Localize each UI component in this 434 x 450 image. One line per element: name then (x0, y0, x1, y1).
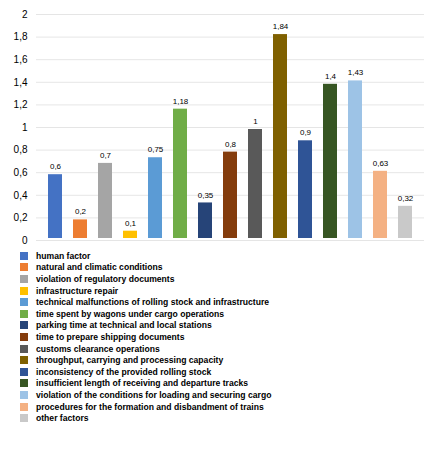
svg-text:0,6: 0,6 (50, 162, 62, 171)
html-text:natural and climatic condition: natural and climatic conditions (36, 262, 163, 273)
svg-text:0,2: 0,2 (14, 212, 28, 223)
svg-text:1: 1 (22, 122, 28, 133)
svg-text:0,75: 0,75 (148, 145, 164, 154)
svg-text:1,43: 1,43 (348, 68, 364, 77)
svg-text:2: 2 (22, 9, 28, 20)
svg-text:0,8: 0,8 (14, 144, 28, 155)
html-text:inconsistency of the provided: inconsistency of the provided rolling st… (36, 366, 212, 377)
html-text:other factors: other factors (36, 413, 89, 424)
html-text:customs clearance operations: customs clearance operations (36, 343, 160, 354)
svg-text:0: 0 (22, 235, 28, 246)
svg-text:0,7: 0,7 (100, 151, 112, 160)
svg-text:1,6: 1,6 (14, 54, 28, 65)
svg-text:0,1: 0,1 (125, 219, 137, 228)
html-text:time to prepare shipping docum: time to prepare shipping documents (36, 332, 185, 342)
svg-text:0,8: 0,8 (225, 140, 237, 149)
svg-text:0,63: 0,63 (373, 159, 389, 168)
html-text:insufficient length of receivi: insufficient length of receiving and dep… (36, 378, 248, 389)
svg-text:0,9: 0,9 (300, 128, 312, 137)
html-text:violation of regulatory docume: violation of regulatory documents (36, 274, 175, 284)
svg-text:1,4: 1,4 (14, 77, 28, 88)
svg-text:1,18: 1,18 (173, 97, 189, 106)
svg-text:1: 1 (253, 117, 258, 126)
svg-text:0,32: 0,32 (398, 194, 414, 203)
svg-text:0,2: 0,2 (75, 207, 87, 216)
html-text:time spent by wagons under car: time spent by wagons under cargo operati… (36, 308, 225, 319)
svg-text:1,8: 1,8 (14, 31, 28, 42)
html-text:procedures for the formation a: procedures for the formation and disband… (36, 401, 264, 412)
svg-text:0,6: 0,6 (14, 167, 28, 178)
html-text:technical malfunctions of roll: technical malfunctions of rolling stock … (36, 297, 269, 308)
html-text:parking time at technical and: parking time at technical and local stat… (36, 320, 212, 331)
svg-text:1,2: 1,2 (14, 99, 28, 110)
html-text:violation of the conditions fo: violation of the conditions for loading … (36, 389, 272, 400)
html-text:human factor: human factor (36, 250, 91, 261)
html-text:infrastructure repair: infrastructure repair (36, 285, 119, 296)
html-text:throughput, carrying and proce: throughput, carrying and processing capa… (36, 355, 224, 366)
svg-text:0,4: 0,4 (14, 190, 28, 201)
svg-text:1,84: 1,84 (273, 22, 289, 31)
svg-text:1,4: 1,4 (325, 72, 337, 81)
svg-text:0,35: 0,35 (198, 191, 214, 200)
